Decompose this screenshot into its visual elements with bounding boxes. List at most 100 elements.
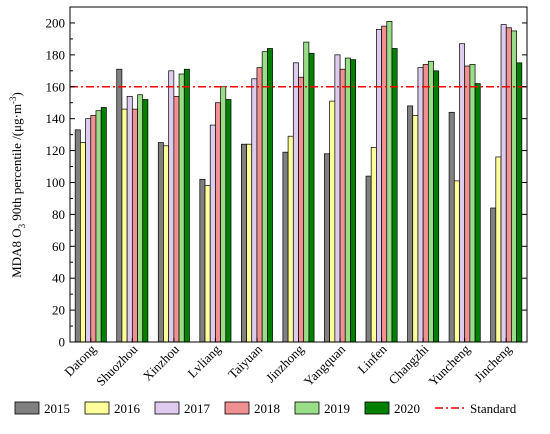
bar-datong-2017: [85, 118, 92, 343]
y-tick-label: 80: [52, 207, 65, 222]
bar-xinzhou-2018: [173, 95, 180, 343]
bar-taiyuan-2017: [251, 78, 258, 343]
bars-layer: [74, 21, 523, 343]
bar-jincheng-2019: [511, 30, 517, 343]
bar-shuozhou-2015: [116, 68, 123, 343]
bar-yangquan-2020: [350, 59, 357, 343]
bar-yuncheng-2019: [469, 64, 476, 343]
y-tick-label: 200: [46, 15, 66, 30]
legend-swatch-2016: [84, 401, 110, 415]
bar-lvliang-2020: [225, 99, 232, 343]
bar-taiyuan-2016: [246, 143, 253, 343]
x-tick-label-shuozhou: Shuozhou: [93, 341, 141, 389]
x-tick-label-yuncheng: Yuncheng: [425, 341, 473, 389]
bar-jinzhong-2020: [308, 52, 315, 343]
bar-changzhi-2016: [412, 115, 419, 343]
y-tick-label: 100: [46, 175, 66, 190]
bar-datong-2016: [80, 142, 86, 343]
bar-shuozhou-2018: [131, 108, 138, 343]
legend-swatch-2017: [154, 401, 180, 415]
bar-lvliang-2017: [209, 124, 216, 343]
bar-xinzhou-2017: [168, 70, 175, 343]
bar-taiyuan-2015: [241, 143, 247, 343]
bar-datong-2020: [100, 107, 107, 343]
bar-jinzhong-2017: [292, 62, 299, 343]
bar-changzhi-2020: [433, 70, 440, 343]
bar-shuozhou-2016: [121, 108, 128, 343]
x-tick-label-lvliang: Lvliang: [184, 341, 224, 381]
bar-xinzhou-2015: [157, 142, 164, 343]
x-tick-label-linfen: Linfen: [355, 341, 390, 376]
legend-label-2017: 2017: [184, 401, 211, 416]
bar-linfen-2020: [391, 48, 398, 343]
bar-jinzhong-2018: [298, 76, 305, 343]
legend-swatch-2018: [224, 401, 250, 415]
x-tick-label-yangquan: Yangquan: [301, 341, 349, 389]
bar-jincheng-2017: [500, 24, 507, 343]
bar-yuncheng-2016: [453, 180, 460, 343]
x-tick-label-xinzhou: Xinzhou: [140, 341, 183, 384]
bar-shuozhou-2020: [142, 99, 149, 343]
bar-jincheng-2020: [516, 62, 523, 343]
bar-changzhi-2018: [422, 64, 429, 343]
bar-taiyuan-2020: [267, 48, 273, 343]
legend: 2015 2016 2017 2018 2019 2020 Standard: [14, 401, 517, 416]
bar-yangquan-2019: [344, 57, 351, 343]
bar-changzhi-2017: [417, 67, 424, 343]
bar-jincheng-2016: [495, 156, 502, 343]
bar-yangquan-2015: [324, 153, 331, 343]
legend-label-standard: Standard: [470, 401, 517, 416]
legend-label-2019: 2019: [324, 401, 350, 416]
y-tick-label: 60: [52, 239, 65, 254]
y-tick-label: 180: [46, 47, 66, 62]
bar-jincheng-2018: [505, 27, 512, 343]
bar-xinzhou-2016: [163, 145, 170, 343]
bar-shuozhou-2019: [137, 94, 144, 343]
bar-jinzhong-2015: [282, 151, 289, 343]
bar-linfen-2019: [386, 21, 393, 343]
y-axis-ticks: 0 20 40 60 80 100 120 140 160 180 200: [46, 15, 527, 350]
bar-yuncheng-2015: [448, 111, 455, 343]
bar-yangquan-2018: [339, 68, 346, 343]
y-tick-label: 20: [52, 303, 65, 318]
bar-jinzhong-2016: [287, 135, 294, 343]
legend-label-2018: 2018: [254, 401, 280, 416]
bar-linfen-2018: [381, 25, 388, 343]
bar-datong-2019: [95, 110, 102, 343]
bar-lvliang-2018: [215, 102, 221, 343]
bar-linfen-2017: [376, 28, 382, 343]
bar-jincheng-2015: [490, 207, 497, 343]
y-tick-label: 0: [59, 335, 66, 350]
x-tick-label-datong: Datong: [61, 341, 99, 379]
bar-lvliang-2016: [204, 185, 211, 343]
bar-lvliang-2015: [199, 178, 206, 343]
bar-xinzhou-2019: [178, 73, 185, 343]
bar-datong-2018: [90, 115, 97, 343]
bar-taiyuan-2018: [256, 67, 263, 343]
bar-linfen-2016: [370, 147, 377, 343]
bar-linfen-2015: [365, 175, 372, 343]
legend-label-2020: 2020: [394, 401, 420, 416]
bar-lvliang-2019: [220, 86, 227, 343]
x-tick-label-changzhi: Changzhi: [385, 341, 431, 387]
bar-yangquan-2017: [334, 54, 341, 343]
y-tick-label: 120: [46, 143, 66, 158]
legend-swatch-2019: [294, 401, 320, 415]
legend-swatch-2020: [364, 401, 390, 415]
bar-yuncheng-2020: [474, 83, 481, 343]
bar-yangquan-2016: [329, 100, 336, 343]
bar-xinzhou-2020: [183, 68, 190, 343]
bar-yuncheng-2018: [464, 65, 471, 343]
x-tick-label-jincheng: Jincheng: [471, 341, 515, 385]
bar-changzhi-2019: [427, 60, 434, 343]
y-tick-label: 40: [52, 271, 65, 286]
bar-datong-2015: [74, 129, 81, 343]
y-tick-label: 140: [46, 111, 66, 126]
bar-taiyuan-2019: [261, 51, 268, 343]
legend-label-2016: 2016: [114, 401, 141, 416]
bar-yuncheng-2017: [459, 43, 466, 343]
bar-shuozhou-2017: [126, 95, 133, 343]
legend-label-2015: 2015: [44, 401, 70, 416]
